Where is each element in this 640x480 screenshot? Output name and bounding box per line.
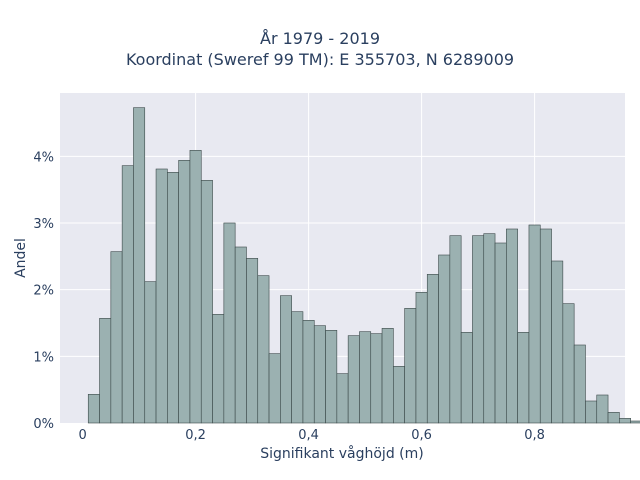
histogram-bar	[370, 333, 383, 424]
x-tick-label: 0	[78, 428, 86, 443]
histogram-bar	[268, 353, 281, 424]
histogram-bar	[630, 420, 640, 424]
histogram-bar	[280, 295, 292, 424]
histogram-bar	[347, 335, 360, 424]
histogram-bar	[325, 330, 338, 424]
histogram-bar	[313, 325, 326, 424]
histogram-bar	[607, 412, 620, 424]
histogram-bar	[426, 274, 439, 424]
histogram-bar	[121, 165, 134, 424]
histogram-bar	[562, 303, 575, 424]
histogram-bar	[155, 168, 168, 424]
histogram-bar	[381, 328, 394, 424]
histogram-bar	[234, 246, 247, 424]
histogram-bar	[178, 160, 191, 424]
histogram-bar	[223, 222, 236, 424]
histogram-bar	[359, 331, 372, 424]
y-tick-label: 3%	[33, 217, 54, 232]
y-axis-title: Andel	[13, 238, 29, 278]
y-tick-label: 0%	[33, 417, 54, 432]
histogram-bar	[110, 251, 123, 424]
histogram-bar	[336, 373, 349, 424]
histogram-bar	[167, 172, 179, 424]
histogram-bar	[573, 344, 586, 424]
histogram-bar	[291, 311, 304, 424]
chart-title-line-2: Koordinat (Sweref 99 TM): E 355703, N 62…	[125, 50, 515, 69]
y-tick-label: 4%	[33, 150, 54, 165]
histogram-bar	[619, 418, 631, 424]
x-axis-title: Signifikant våghöjd (m)	[260, 446, 424, 462]
x-tick-label: 0,6	[411, 428, 432, 443]
histogram-bar	[483, 233, 496, 424]
histogram-bar	[415, 292, 428, 424]
histogram-bar	[302, 320, 315, 424]
histogram-bar	[393, 366, 405, 424]
histogram-bar	[528, 224, 541, 424]
chart-title-line-1: År 1979 - 2019	[260, 29, 380, 48]
histogram-bar	[404, 308, 417, 424]
histogram-bar	[449, 235, 462, 424]
x-tick-label: 0,8	[524, 428, 545, 443]
histogram-bar	[539, 228, 552, 424]
x-tick-label: 0,2	[185, 428, 206, 443]
histogram-bar	[189, 150, 202, 424]
x-tick-label: 0,4	[298, 428, 319, 443]
histogram-bar	[517, 332, 530, 424]
histogram-bar	[472, 235, 485, 424]
histogram-bar	[133, 107, 146, 424]
histogram-bar	[246, 258, 259, 424]
histogram-bar	[585, 400, 598, 424]
histogram-bar	[257, 275, 270, 424]
histogram-bar	[460, 332, 473, 424]
histogram-bar	[551, 260, 564, 424]
histogram-bar	[200, 180, 213, 424]
histogram-bar	[438, 254, 451, 424]
histogram-bar	[144, 281, 157, 424]
histogram-bar	[494, 242, 507, 424]
histogram-bar	[87, 394, 100, 424]
y-tick-label: 1%	[33, 350, 54, 365]
histogram-bar	[99, 318, 112, 424]
histogram-bar	[212, 314, 225, 424]
histogram-bar	[506, 228, 518, 424]
y-tick-label: 2%	[33, 284, 54, 299]
histogram-bar	[596, 394, 609, 424]
